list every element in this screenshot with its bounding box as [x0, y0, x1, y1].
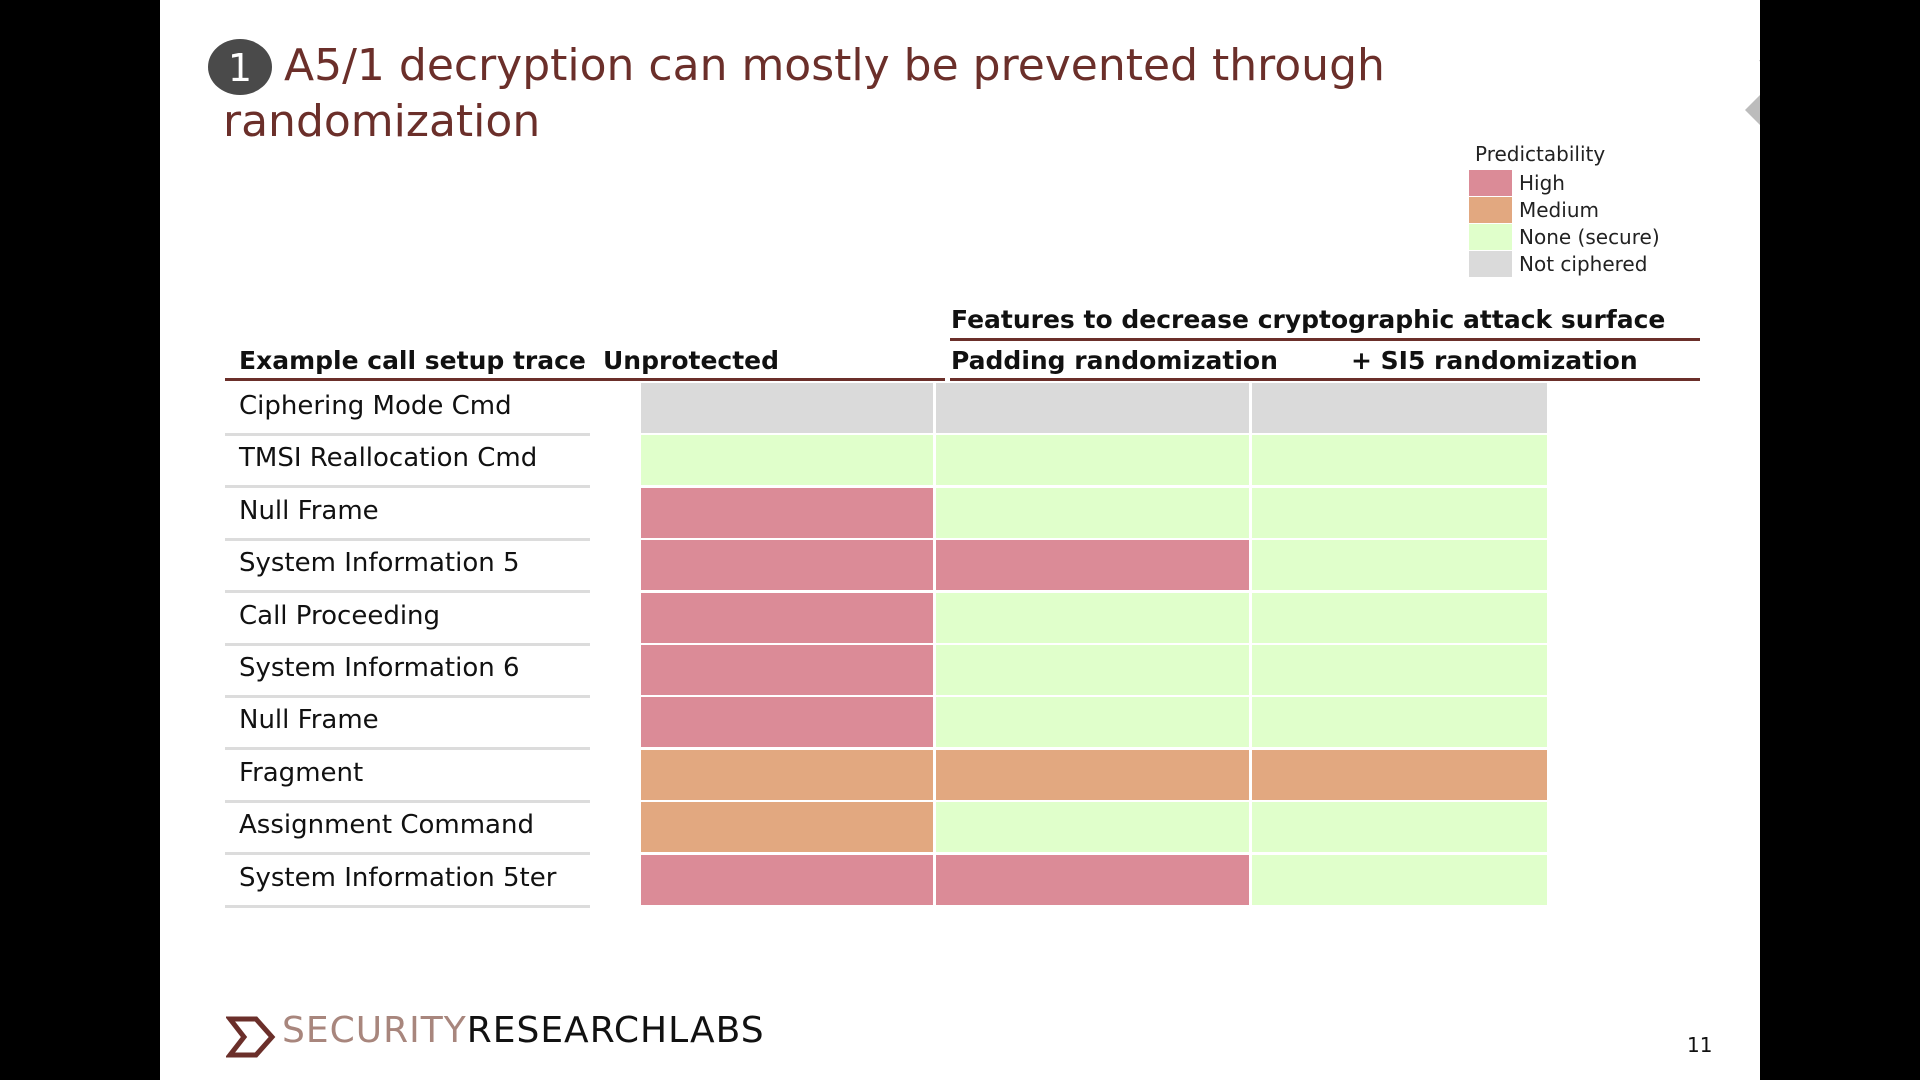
- table-row: Null Frame: [225, 697, 1705, 751]
- cell-si5: [1252, 645, 1547, 695]
- cell-unprotected: [641, 592, 933, 643]
- cell-si5: [1252, 540, 1547, 591]
- table-row: Call Proceeding: [225, 592, 1705, 646]
- legend-label-none: None (secure): [1519, 225, 1660, 249]
- table-row: Ciphering Mode Cmd: [225, 383, 1705, 436]
- row-label: Fragment: [239, 757, 364, 788]
- col-header-unprotected: Unprotected: [603, 346, 780, 375]
- cell-si5: [1252, 592, 1547, 643]
- srlabs-logo-icon: [226, 1016, 276, 1058]
- legend-swatch-not-ciphered: [1469, 251, 1512, 277]
- brand-research-labs: RESEARCHLABS: [466, 1010, 765, 1051]
- row-divider: [225, 537, 590, 541]
- cell-unprotected: [641, 383, 933, 433]
- cell-padding: [936, 645, 1249, 695]
- row-label: System Information 5: [239, 548, 520, 579]
- cell-unprotected: [641, 487, 933, 538]
- row-label: System Information 6: [239, 653, 520, 683]
- title-number-badge: 1: [208, 39, 272, 95]
- table-row: System Information 6: [225, 645, 1705, 698]
- srlabs-mark-icon: [1745, 60, 1760, 125]
- slide-title: A5/1 decryption can mostly be prevented …: [223, 38, 1403, 150]
- header-rule-right: [950, 378, 1700, 381]
- cell-si5: [1252, 435, 1547, 486]
- table-row: TMSI Reallocation Cmd: [225, 435, 1705, 489]
- cell-unprotected: [641, 435, 933, 486]
- row-label: Ciphering Mode Cmd: [239, 391, 512, 421]
- cell-si5: [1252, 697, 1547, 748]
- col-header-padding: Padding randomization: [951, 346, 1278, 375]
- cell-padding: [936, 802, 1249, 853]
- table-row: System Information 5: [225, 540, 1705, 594]
- cell-si5: [1252, 802, 1547, 853]
- legend-label-not-ciphered: Not ciphered: [1519, 252, 1648, 276]
- slide-title-line1: A5/1 decryption can mostly be prevented …: [284, 40, 1385, 91]
- cell-unprotected: [641, 854, 933, 905]
- cell-unprotected: [641, 749, 933, 800]
- table-row: System Information 5ter: [225, 854, 1705, 908]
- row-label: Assignment Command: [239, 810, 534, 841]
- cell-si5: [1252, 749, 1547, 800]
- row-divider: [225, 852, 590, 856]
- features-group-header: Features to decrease cryptographic attac…: [951, 305, 1666, 334]
- cell-padding: [936, 854, 1249, 905]
- features-header-rule: [950, 338, 1700, 341]
- cell-padding: [936, 487, 1249, 538]
- cell-padding: [936, 383, 1249, 433]
- row-divider: [225, 433, 590, 436]
- legend-label-high: High: [1519, 171, 1565, 195]
- row-label: Null Frame: [239, 705, 379, 736]
- cell-si5: [1252, 383, 1547, 433]
- legend-item-none: None (secure): [1469, 224, 1709, 251]
- cell-padding: [936, 749, 1249, 800]
- row-label: Null Frame: [239, 495, 379, 526]
- row-divider: [225, 695, 590, 698]
- cell-padding: [936, 540, 1249, 591]
- legend-swatch-none: [1469, 224, 1512, 250]
- legend-title: Predictability: [1475, 142, 1606, 166]
- footer-brand: SECURITYRESEARCHLABS: [282, 1010, 765, 1051]
- table-row: Null Frame: [225, 487, 1705, 541]
- row-divider: [225, 799, 590, 803]
- cell-padding: [936, 697, 1249, 748]
- col-header-si5: + SI5 randomization: [1351, 346, 1638, 375]
- cell-unprotected: [641, 802, 933, 853]
- row-label: System Information 5ter: [239, 862, 557, 893]
- legend-label-medium: Medium: [1519, 198, 1599, 222]
- legend-swatch-medium: [1469, 197, 1512, 223]
- slide: 1 A5/1 decryption can mostly be prevente…: [160, 0, 1760, 1080]
- legend-item-not-ciphered: Not ciphered: [1469, 251, 1709, 278]
- page-number: 11: [1687, 1033, 1713, 1057]
- legend-item-medium: Medium: [1469, 197, 1709, 224]
- row-label: Call Proceeding: [239, 600, 441, 631]
- col-header-trace: Example call setup trace: [239, 346, 586, 375]
- row-divider: [225, 485, 590, 489]
- header-rule-left: [225, 378, 945, 381]
- row-divider: [225, 904, 590, 908]
- brand-security: SECURITY: [282, 1010, 467, 1051]
- cell-padding: [936, 592, 1249, 643]
- row-divider: [225, 642, 590, 646]
- row-label: TMSI Reallocation Cmd: [239, 443, 538, 474]
- legend-item-high: High: [1469, 170, 1709, 197]
- row-divider: [225, 747, 590, 751]
- table-row: Assignment Command: [225, 802, 1705, 856]
- cell-padding: [936, 435, 1249, 486]
- cell-si5: [1252, 854, 1547, 905]
- cell-unprotected: [641, 697, 933, 748]
- cell-unprotected: [641, 540, 933, 591]
- cell-si5: [1252, 487, 1547, 538]
- legend-swatch-high: [1469, 170, 1512, 196]
- cell-unprotected: [641, 645, 933, 695]
- slide-title-line2: randomization: [223, 96, 541, 147]
- table-row: Fragment: [225, 749, 1705, 803]
- row-divider: [225, 590, 590, 594]
